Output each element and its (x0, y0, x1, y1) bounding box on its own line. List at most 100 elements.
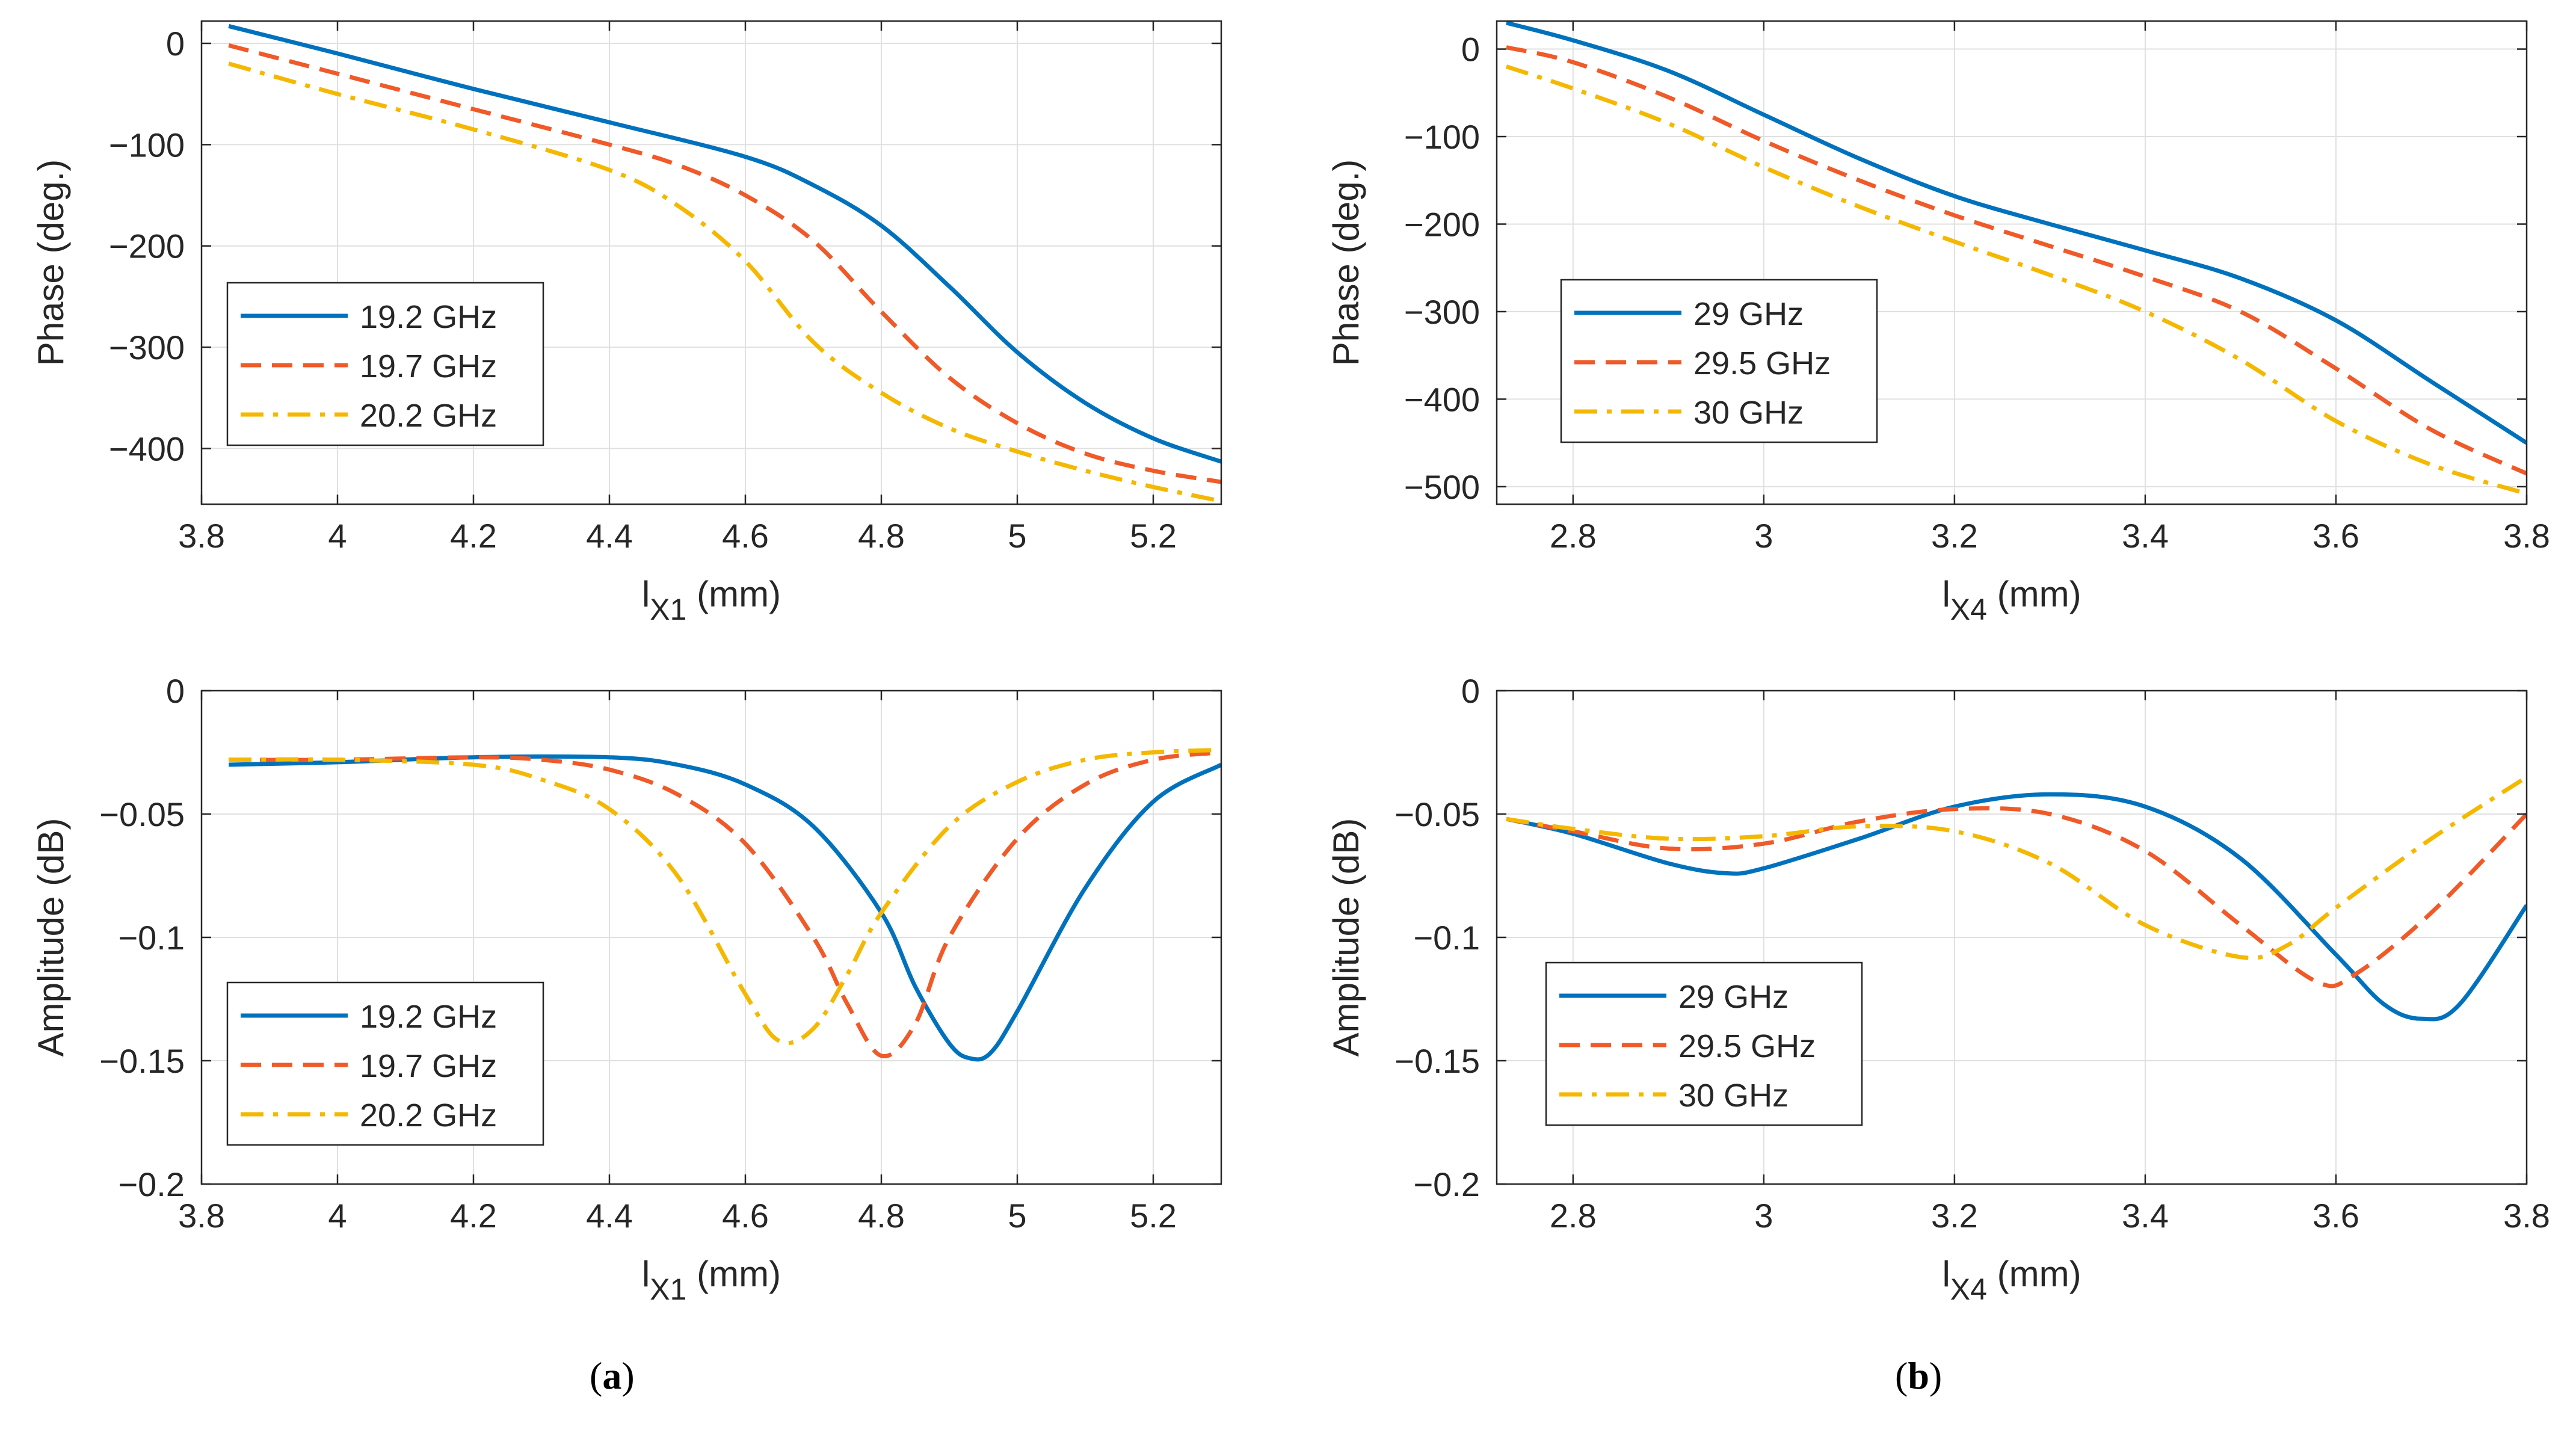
x-axis-label-unit: (mm) (1987, 1254, 2081, 1294)
y-tick-label: −100 (1404, 118, 1480, 156)
y-tick-label: −0.05 (1394, 795, 1480, 833)
x-tick-label: 5 (1008, 517, 1026, 555)
legend-label-1: 19.2 GHz (360, 299, 497, 335)
y-tick-label: −0.05 (99, 795, 185, 833)
x-tick-label: 4 (328, 1197, 347, 1235)
legend-label-2: 29.5 GHz (1693, 345, 1831, 381)
y-tick-label: 0 (1461, 672, 1480, 710)
x-tick-label: 2.8 (1550, 1197, 1597, 1235)
y-tick-label: −500 (1404, 468, 1480, 506)
y-tick-label: −400 (1404, 380, 1480, 418)
x-axis-label-subscript: X1 (650, 1273, 686, 1306)
legend-label-3: 30 GHz (1693, 395, 1804, 431)
chart-a-amplitude: 3.8 4 4.2 4.4 4.6 4.8 5 5.2 0 −0.05 −0.1 −0.15 −0.2 l… (31, 672, 1222, 1306)
legend-label-1: 29 GHz (1678, 979, 1789, 1015)
x-tick-label: 3.6 (2313, 517, 2359, 555)
legend-label-3: 20.2 GHz (360, 1097, 497, 1134)
axes-box (200, 20, 1222, 505)
x-axis-label: lX4 (mm) (1942, 1254, 2081, 1306)
x-tick-label: 3 (1754, 1197, 1773, 1235)
x-tick-label: 3.8 (178, 517, 225, 555)
y-axis-label: Phase (deg.) (31, 159, 71, 366)
y-tick-label: −200 (109, 227, 185, 265)
caption-b: (b) (1895, 1354, 1943, 1397)
x-tick-label: 5 (1008, 1197, 1026, 1235)
x-tick-label: 4 (328, 517, 347, 555)
chart-a-phase: 3.8 4 4.2 4.4 4.6 4.8 5 5.2 0 −100 −200 −300 −400 lX1… (31, 20, 1222, 626)
x-tick-label: 3 (1754, 517, 1773, 555)
x-tick-label: 4.8 (858, 1197, 905, 1235)
axes-box (1496, 20, 2528, 505)
chart-b-phase: 2.8 3 3.2 3.4 3.6 3.8 0 −100 −200 −300 −400 −500 lX4… (1326, 20, 2550, 626)
x-axis-label-base: l (642, 574, 650, 614)
x-tick-label: 5.2 (1130, 517, 1177, 555)
x-axis-label: lX1 (mm) (642, 1254, 781, 1306)
x-tick-label: 5.2 (1130, 1197, 1177, 1235)
y-tick-label: −300 (109, 329, 185, 366)
legend-label-2: 19.7 GHz (360, 1048, 497, 1084)
x-axis-label-subscript: X1 (650, 593, 686, 626)
legend: 19.2 GHz 19.7 GHz 20.2 GHz (226, 282, 544, 446)
y-axis-label: Amplitude (dB) (1326, 818, 1366, 1057)
y-tick-label: −300 (1404, 293, 1480, 331)
legend-label-2: 19.7 GHz (360, 348, 497, 384)
caption-a: (a) (590, 1354, 635, 1397)
y-tick-label: −200 (1404, 205, 1480, 243)
y-tick-label: −0.15 (99, 1042, 185, 1080)
x-axis-label-unit: (mm) (686, 1254, 781, 1294)
x-tick-label: 3.2 (1931, 1197, 1978, 1235)
series-line-1 (1505, 21, 2527, 445)
series-line-2 (228, 43, 1221, 484)
y-tick-label: −0.1 (1413, 919, 1480, 957)
y-tick-label: −100 (109, 126, 185, 164)
legend: 29 GHz 29.5 GHz 30 GHz (1560, 279, 1878, 443)
series-line-2 (1506, 806, 2527, 989)
x-axis-label-subscript: X4 (1950, 593, 1987, 626)
x-tick-label: 4.6 (722, 517, 769, 555)
series-line-3 (229, 747, 1221, 1046)
x-axis-label-subscript: X4 (1950, 1273, 1987, 1306)
y-tick-label: −0.2 (1413, 1165, 1480, 1203)
y-axis-label: Amplitude (dB) (31, 818, 71, 1057)
series-line-2 (229, 750, 1221, 1059)
caption-a-letter: a (602, 1354, 622, 1397)
series-line-3 (228, 61, 1221, 504)
y-axis-label: Phase (deg.) (1326, 159, 1366, 366)
x-tick-label: 2.8 (1550, 517, 1597, 555)
legend-label-3: 20.2 GHz (360, 398, 497, 434)
x-tick-label: 4.4 (586, 517, 633, 555)
legend: 19.2 GHz 19.7 GHz 20.2 GHz (226, 981, 544, 1146)
x-tick-label: 4.2 (450, 517, 497, 555)
x-tick-label: 4.6 (722, 1197, 769, 1235)
x-axis-label: lX4 (mm) (1942, 574, 2081, 626)
x-tick-label: 4.8 (858, 517, 905, 555)
x-tick-label: 4.2 (450, 1197, 497, 1235)
y-tick-label: −0.1 (118, 919, 185, 957)
x-axis-label-unit: (mm) (686, 574, 781, 614)
x-tick-label: 3.8 (178, 1197, 225, 1235)
y-tick-label: 0 (1461, 31, 1480, 69)
x-tick-label: 3.8 (2503, 517, 2550, 555)
y-tick-label: 0 (166, 25, 185, 63)
y-tick-label: −0.15 (1394, 1042, 1480, 1080)
legend-label-1: 19.2 GHz (360, 999, 497, 1035)
y-tick-label: 0 (166, 672, 185, 710)
series-line-2 (1506, 45, 2527, 476)
x-tick-label: 3.6 (2313, 1197, 2359, 1235)
y-tick-label: −400 (109, 430, 185, 467)
caption-b-letter: b (1908, 1354, 1929, 1397)
legend-label-1: 29 GHz (1693, 296, 1804, 332)
x-axis-label: lX1 (mm) (642, 574, 781, 626)
x-tick-label: 3.2 (1931, 517, 1978, 555)
x-axis-label-base: l (1942, 1254, 1950, 1294)
legend-label-2: 29.5 GHz (1678, 1028, 1816, 1064)
series-line-1 (228, 24, 1221, 464)
x-axis-label-base: l (1942, 574, 1950, 614)
y-tick-label: −0.2 (118, 1165, 185, 1203)
legend: 29 GHz 29.5 GHz 30 GHz (1545, 961, 1863, 1126)
legend-label-3: 30 GHz (1678, 1078, 1789, 1114)
x-tick-label: 3.4 (2122, 1197, 2169, 1235)
x-axis-label-base: l (642, 1254, 650, 1294)
x-axis-label-unit: (mm) (1987, 574, 2081, 614)
